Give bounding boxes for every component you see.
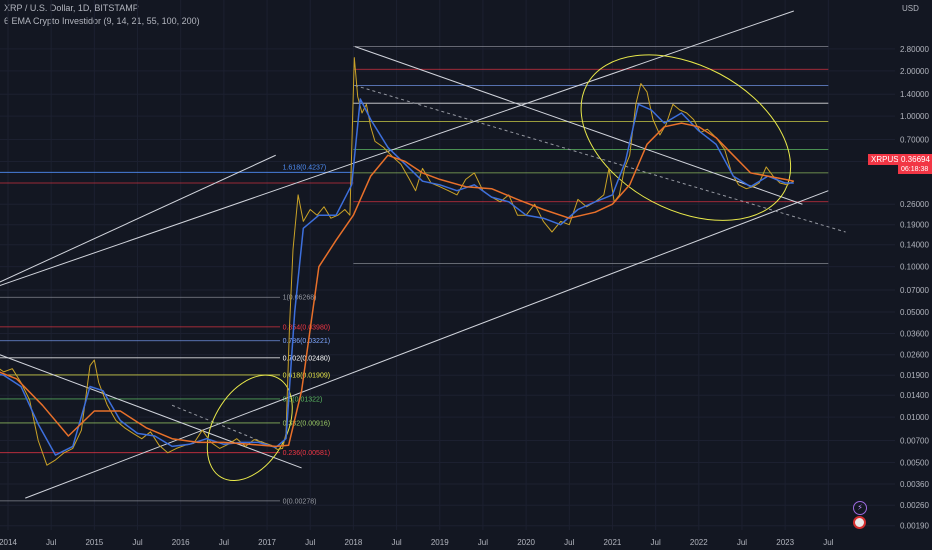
- series-lines: [0, 57, 795, 466]
- x-tick-label: Jul: [823, 538, 833, 547]
- y-tick-label: 0.01400: [900, 391, 929, 400]
- bar-countdown: 06:18:38: [898, 165, 932, 174]
- fib-label: 0.5(0.01322): [283, 396, 323, 403]
- x-tick-label: 2023: [776, 538, 794, 547]
- x-tick-label: Jul: [564, 538, 574, 547]
- fib-label: 1(0.06268): [283, 295, 317, 302]
- y-tick-label: 2.80000: [900, 45, 929, 54]
- x-tick-label: 2017: [258, 538, 276, 547]
- x-tick-label: 2020: [517, 538, 535, 547]
- indicator-title: 6 EMA Crypto Investidor (9, 14, 21, 55, …: [4, 16, 200, 26]
- x-tick-label: 2014: [0, 538, 17, 547]
- y-tick-label: 0.00360: [900, 480, 929, 489]
- trendline: [0, 154, 276, 283]
- y-tick-label: 0.01000: [900, 413, 929, 422]
- y-tick-label: 0.26000: [900, 200, 929, 209]
- last-price-value: 0.36694: [898, 154, 932, 165]
- x-tick-label: Jul: [478, 538, 488, 547]
- symbol-title: XRP / U.S. Dollar, 1D, BITSTAMP: [4, 3, 139, 13]
- x-tick-label: 2021: [604, 538, 622, 547]
- x-tick-label: 2015: [85, 538, 103, 547]
- trendline: [354, 46, 803, 205]
- trendline: [0, 10, 794, 287]
- y-tick-label: 0.00700: [900, 437, 929, 446]
- trendline: [0, 354, 302, 469]
- x-tick-label: 2016: [172, 538, 190, 547]
- x-tick-label: 2018: [345, 538, 363, 547]
- trendline: [171, 404, 276, 448]
- y-axis: USD 2.80000 2.00000 1.40000 1.00000 0.70000 0.…: [900, 4, 929, 531]
- y-tick-label: 0.03600: [900, 329, 929, 338]
- fib-label: 0.854(0.03980): [283, 324, 330, 331]
- y-tick-label: 2.00000: [900, 67, 929, 76]
- fib-label: 0(0.00278): [283, 498, 317, 505]
- y-axis-title: USD: [902, 4, 919, 13]
- y-tick-label: 0.01900: [900, 371, 929, 380]
- x-tick-label: Jul: [219, 538, 229, 547]
- y-tick-label: 0.02600: [900, 351, 929, 360]
- fib-label: 0.786(0.03221): [283, 338, 330, 345]
- trendline: [354, 84, 846, 233]
- fib-label: 0.618(0.01909): [283, 372, 330, 379]
- flag-icon[interactable]: [853, 516, 866, 529]
- y-tick-label: 0.00190: [900, 522, 929, 531]
- ema-slow-line: [0, 122, 794, 448]
- y-tick-label: 0.19000: [900, 221, 929, 230]
- y-tick-label: 0.14000: [900, 241, 929, 250]
- fib-levels: 1(0.06268) 0.854(0.03980) 0.786(0.03221) 0.…: [0, 46, 829, 505]
- fib-label-1618: 1.618(0.4237): [283, 164, 327, 171]
- ellipse-annotation: [580, 54, 792, 221]
- fib-label: 0.382(0.00916): [283, 420, 330, 427]
- x-tick-label: Jul: [651, 538, 661, 547]
- y-tick-label: 0.00500: [900, 458, 929, 467]
- x-tick-label: 2019: [431, 538, 449, 547]
- x-tick-label: Jul: [391, 538, 401, 547]
- x-tick-label: Jul: [737, 538, 747, 547]
- x-axis: 2014 Jul 2015 Jul 2016 Jul 2017 Jul 2018 Jul 2019 J…: [0, 538, 834, 547]
- y-tick-label: 0.10000: [900, 263, 929, 272]
- fib-label: 0.236(0.00581): [283, 450, 330, 457]
- y-tick-label: 0.07000: [900, 286, 929, 295]
- y-tick-label: 1.40000: [900, 90, 929, 99]
- y-tick-label: 0.70000: [900, 136, 929, 145]
- x-tick-label: Jul: [132, 538, 142, 547]
- x-tick-label: 2022: [690, 538, 708, 547]
- x-tick-label: Jul: [46, 538, 56, 547]
- trendlines: [0, 10, 846, 499]
- y-tick-label: 1.00000: [900, 112, 929, 121]
- trendline: [25, 190, 829, 499]
- lightning-icon[interactable]: ⚡: [853, 501, 867, 515]
- price-line: [0, 57, 795, 466]
- y-tick-label: 0.00260: [900, 501, 929, 510]
- y-tick-label: 0.05000: [900, 308, 929, 317]
- x-tick-label: Jul: [305, 538, 315, 547]
- symbol-price-tag: XRPUSD: [868, 154, 908, 165]
